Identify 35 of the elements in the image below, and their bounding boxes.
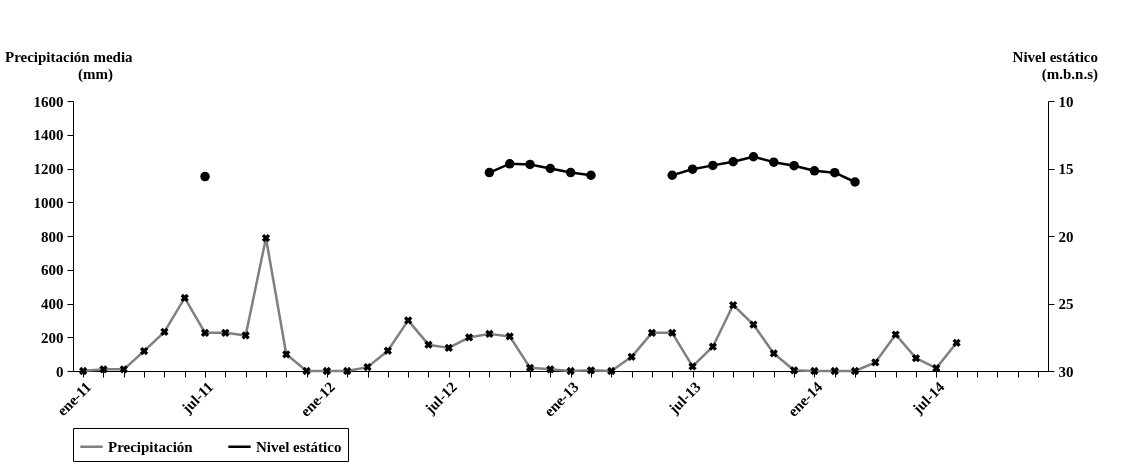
y-tick-label: 0 bbox=[56, 363, 64, 380]
point bbox=[565, 167, 576, 178]
point bbox=[545, 163, 556, 174]
point bbox=[829, 167, 840, 178]
y-tick-label: 1400 bbox=[33, 127, 64, 144]
point bbox=[525, 159, 535, 170]
y2-axis-title: Nivel estático (m.b.n.s) bbox=[1012, 49, 1098, 83]
point bbox=[748, 152, 759, 162]
point bbox=[769, 157, 779, 167]
point bbox=[687, 164, 698, 174]
point bbox=[809, 166, 820, 176]
point bbox=[200, 171, 210, 182]
y-tick-label: 1600 bbox=[33, 93, 64, 110]
y-tick-label: 400 bbox=[41, 296, 64, 312]
y-tick-label: 1000 bbox=[33, 194, 64, 211]
legend-label: Precipitación bbox=[108, 438, 194, 455]
y-tick-label: 800 bbox=[41, 228, 64, 245]
y-tick-label: 1200 bbox=[33, 161, 64, 177]
point bbox=[667, 170, 677, 180]
point bbox=[728, 157, 738, 167]
point bbox=[484, 167, 495, 178]
y-axis-title: Precipitación media (mm) bbox=[5, 49, 134, 83]
y-tick-label: 200 bbox=[41, 329, 64, 346]
y2-tick-label: 15 bbox=[1058, 161, 1074, 177]
y-tick-label: 600 bbox=[41, 262, 64, 279]
y2-tick-label: 30 bbox=[1058, 363, 1074, 380]
y2-tick-label: 10 bbox=[1058, 93, 1074, 110]
point bbox=[850, 177, 860, 187]
point bbox=[708, 160, 718, 171]
legend-label: Nivel estático bbox=[256, 438, 342, 455]
point bbox=[789, 160, 799, 171]
y2-tick-label: 20 bbox=[1058, 228, 1074, 245]
y2-tick-label: 25 bbox=[1058, 296, 1074, 312]
point bbox=[586, 170, 596, 180]
point bbox=[504, 159, 515, 169]
